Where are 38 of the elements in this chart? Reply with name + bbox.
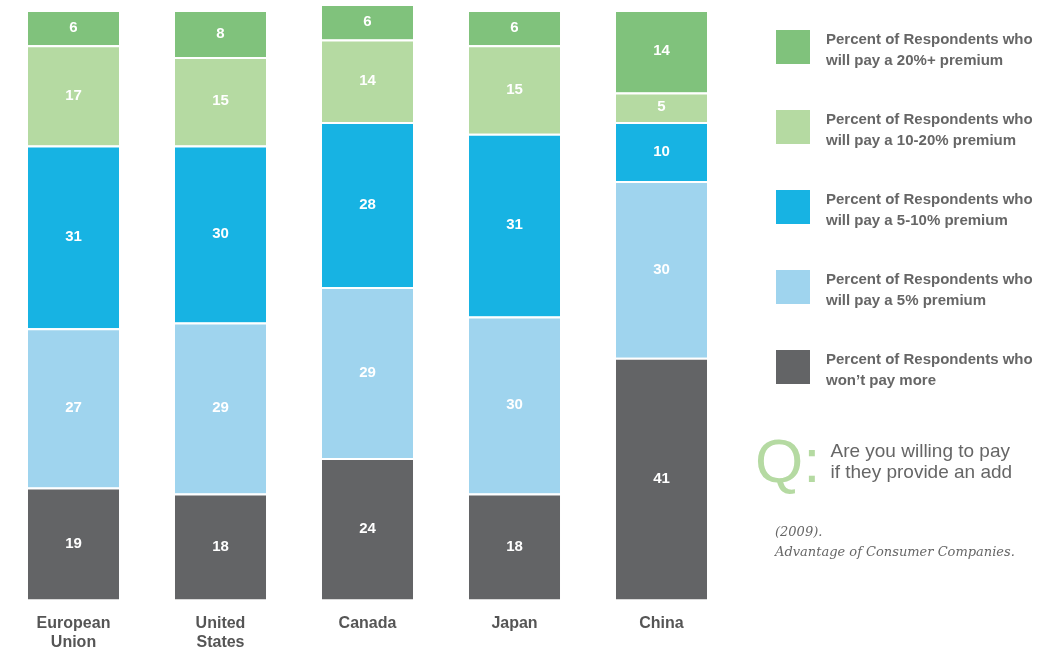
data-label: 30 [212,224,229,242]
data-label: 8 [216,23,225,41]
x-tick-label: European Union [36,613,111,650]
legend-label: Percent of Respondents who won’t pay more [826,349,1034,390]
x-tick-label: United States [195,613,246,650]
data-label: 30 [653,259,670,277]
data-label: 10 [653,141,670,159]
data-label: 28 [359,194,376,212]
data-label: 27 [65,398,82,416]
data-label: 5 [657,97,666,115]
data-label: 17 [65,85,82,103]
data-label: 41 [653,468,670,486]
data-label: 18 [506,536,523,554]
data-label: 15 [212,91,229,109]
x-tick-label: Japan [491,613,538,631]
data-label: 6 [363,11,372,29]
text: (2009). Advantage of Consumer Companies. [775,523,1016,561]
x-tick-label: China [639,613,684,631]
data-label: 29 [212,398,229,416]
legend-label: Percent of Respondents who will pay a 5-10% premium [826,189,1034,230]
data-label: 30 [506,395,523,413]
data-label: 14 [359,70,377,88]
data-label: 29 [359,362,376,380]
x-tick-label: Canada [338,613,397,631]
text: Are you willing to pay if they provide an add [830,440,1013,482]
data-label: 31 [65,227,82,245]
data-label: 31 [506,215,523,233]
data-label: 6 [69,17,78,35]
data-label: 19 [65,533,82,551]
legend-label: Percent of Respondents who will pay a 5% premium [826,269,1034,310]
data-label: 24 [359,518,377,536]
data-label: 6 [510,17,519,35]
text: Q: [755,426,821,495]
data-label: 15 [506,79,523,97]
legend-label: Percent of Respondents who will pay a 20%+ premium [826,29,1034,70]
data-label: 14 [653,41,671,59]
data-label: 18 [212,536,229,554]
legend-label: Percent of Respondents who will pay a 10-20% premium [826,109,1034,150]
